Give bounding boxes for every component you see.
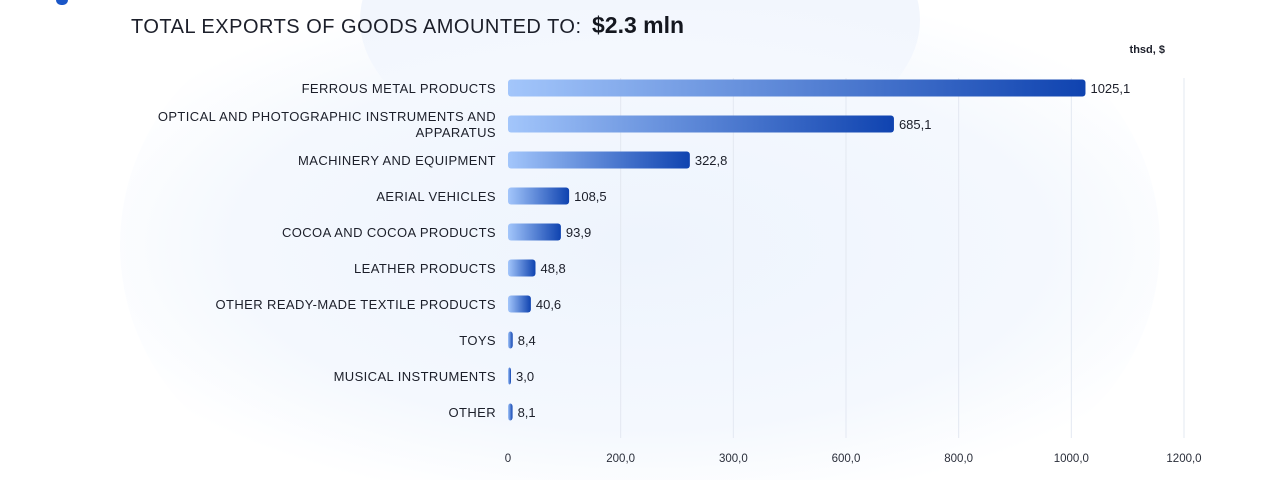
category-label: APPARATUS [416,125,496,140]
bar [508,295,531,313]
category-label: AERIAL VEHICLES [376,189,496,204]
category-label: COCOA AND COCOA PRODUCTS [282,225,496,240]
x-tick-label: 200,0 [606,453,635,465]
category-label: OTHER [449,405,497,420]
bar [508,79,1086,97]
bar-value-label: 40,6 [536,297,561,312]
bar [508,187,570,205]
unit-label: thsd, $ [1129,44,1165,56]
x-tick-label: 600,0 [832,453,861,465]
logo-icon [56,0,68,5]
x-tick-label: 300,0 [719,453,748,465]
bar [508,331,513,349]
x-tick-label: 0 [505,453,511,465]
bar-value-label: 8,4 [518,333,536,348]
bar-value-label: 1025,1 [1090,81,1130,96]
category-label: FERROUS METAL PRODUCTS [302,81,496,96]
bar [508,115,894,133]
bar [508,151,690,169]
bar-value-label: 3,0 [516,369,534,384]
bar [508,367,511,385]
bar [508,223,561,241]
bar-value-label: 93,9 [566,225,591,240]
x-tick-label: 1200,0 [1166,453,1201,465]
bar-value-label: 48,8 [540,261,565,276]
category-label: OTHER READY-MADE TEXTILE PRODUCTS [216,297,496,312]
category-label: MACHINERY AND EQUIPMENT [298,153,496,168]
category-label: TOYS [459,333,496,348]
category-label: OPTICAL AND PHOTOGRAPHIC INSTRUMENTS AND [158,109,496,124]
bar-value-label: 108,5 [574,189,607,204]
bar-value-label: 8,1 [518,405,536,420]
x-tick-label: 1000,0 [1054,453,1089,465]
category-label: MUSICAL INSTRUMENTS [334,369,496,384]
bars [508,79,1086,421]
bar [508,403,513,421]
bar-value-label: 322,8 [695,153,728,168]
chart-title: TOTAL EXPORTS OF GOODS AMOUNTED TO: $2.3… [131,10,684,44]
chart-title-text: TOTAL EXPORTS OF GOODS AMOUNTED TO: [131,16,582,38]
grid-lines [620,78,1185,438]
bar [508,259,536,277]
x-tick-label: 800,0 [944,453,973,465]
chart-total-value: $2.3 mln [592,12,685,38]
bar-value-label: 685,1 [899,117,932,132]
labels: 0 200,0 300,0 600,0 800,0 1000,0 1200,0 1025,1 F… [158,81,1202,465]
category-label: LEATHER PRODUCTS [354,261,496,276]
